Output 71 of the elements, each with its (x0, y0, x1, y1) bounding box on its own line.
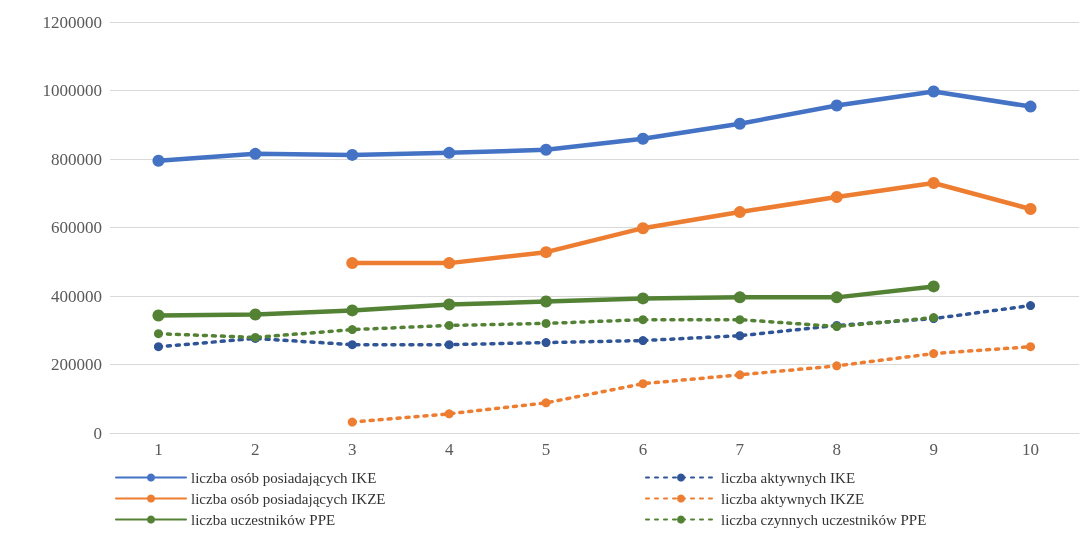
point (638, 315, 648, 325)
point (638, 379, 648, 389)
x-tick-label: 9 (929, 440, 938, 459)
point (346, 304, 359, 317)
point (735, 315, 745, 325)
point (830, 291, 843, 304)
legend-label: liczba aktywnych IKZE (721, 490, 865, 507)
point (1024, 100, 1037, 113)
point (444, 340, 454, 350)
point (540, 246, 553, 259)
legend-label: liczba osób posiadających IKZE (191, 490, 386, 507)
point (929, 349, 939, 359)
point (347, 325, 357, 335)
point (927, 280, 940, 293)
point (832, 361, 842, 371)
point (443, 257, 456, 270)
point (249, 308, 262, 321)
legend-label: liczba uczestników PPE (191, 511, 336, 528)
point (444, 320, 454, 330)
point (1024, 203, 1037, 215)
point (444, 409, 454, 419)
x-tick-label: 3 (348, 440, 357, 459)
x-tick-label: 2 (251, 440, 260, 459)
y-tick-label: 600000 (51, 218, 102, 237)
point (443, 298, 456, 311)
y-tick-label: 200000 (51, 355, 102, 374)
y-tick-label: 0 (93, 423, 102, 443)
point (540, 295, 553, 308)
point (927, 85, 940, 98)
point (636, 292, 649, 305)
legend-label: liczba czynnych uczestników PPE (721, 511, 927, 528)
legend-label: liczba osób posiadających IKE (191, 469, 377, 486)
x-tick-label: 5 (541, 440, 551, 459)
point (153, 342, 163, 352)
point (830, 99, 843, 112)
y-tick-label: 400000 (51, 286, 102, 306)
point (541, 318, 551, 328)
legend-label: liczba aktywnych IKE (721, 469, 856, 486)
point (541, 398, 551, 408)
point (636, 222, 649, 235)
point (636, 132, 649, 145)
point (638, 336, 648, 346)
point (152, 154, 165, 167)
point (830, 191, 843, 204)
point (152, 309, 165, 322)
x-tick-label: 1 (154, 440, 163, 459)
x-tick-label: 7 (735, 440, 745, 459)
point (733, 291, 746, 304)
x-tick-label: 6 (638, 440, 648, 459)
point (735, 331, 745, 341)
point (540, 143, 553, 156)
point (346, 257, 359, 270)
point (733, 206, 746, 219)
y-tick-label: 1200000 (42, 12, 102, 32)
point (443, 146, 456, 159)
x-tick-label: 10 (1022, 440, 1040, 459)
point (153, 329, 163, 339)
point (733, 117, 746, 130)
y-tick-label: 1000000 (42, 81, 102, 100)
point (541, 338, 551, 348)
point (346, 148, 359, 161)
point (347, 417, 357, 427)
point (1026, 301, 1036, 311)
point (249, 147, 262, 160)
y-tick-label: 800000 (51, 149, 102, 169)
point (927, 176, 940, 189)
point (735, 370, 745, 380)
point (347, 340, 357, 350)
point (1026, 342, 1036, 352)
x-tick-label: 8 (832, 440, 841, 459)
x-tick-label: 4 (444, 440, 454, 459)
